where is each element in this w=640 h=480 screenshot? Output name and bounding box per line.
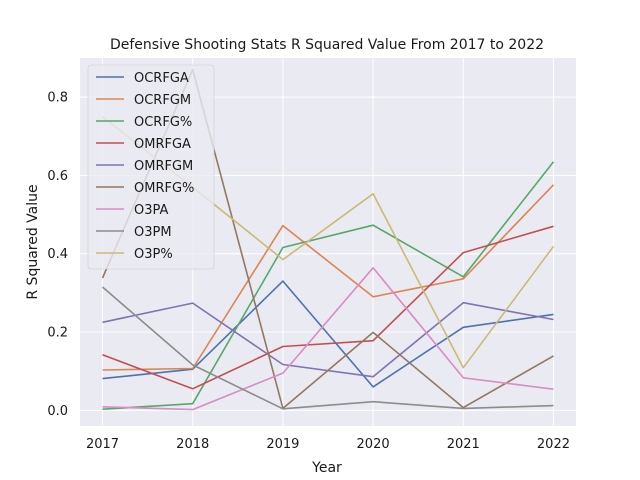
x-tick-labels: 2017 2018 2019 2020 2021 2022 <box>86 437 570 452</box>
series-line-ocrfga <box>102 280 554 388</box>
y-tick-labels: 0.0 0.2 0.4 0.6 0.8 <box>47 91 68 419</box>
series-line-ocrfgm <box>102 184 555 371</box>
series-lines <box>101 68 555 411</box>
x-axis-label: Year <box>311 460 342 476</box>
x-tick-label: 2017 <box>86 437 119 452</box>
legend-label-omrfgm: OMRFGM <box>134 159 193 174</box>
series-line-ocrfg-pct <box>102 161 555 410</box>
series-line-o3pa <box>102 266 554 411</box>
legend-label-ocrfg-pct: OCRFG% <box>134 115 192 130</box>
legend-label-o3p-pct: O3P% <box>134 247 173 262</box>
series-line-o3pm <box>101 286 554 410</box>
series-line-omrfga <box>102 225 554 390</box>
legend-label-ocrfga: OCRFGA <box>134 71 189 86</box>
legend-label-o3pa: O3PA <box>134 203 169 218</box>
y-axis-label: R Squared Value <box>25 184 41 299</box>
y-tick-label: 0.4 <box>47 247 68 262</box>
y-tick-label: 0.0 <box>47 404 68 419</box>
y-tick-label: 0.6 <box>47 169 68 184</box>
legend-box <box>87 64 215 270</box>
y-tick-label: 0.2 <box>47 326 68 341</box>
legend-label-o3pm: O3PM <box>134 225 172 240</box>
legend: OCRFGA OCRFGM OCRFG% OMRFGA OMRFGM OMRFG% O3PA… <box>87 64 215 270</box>
x-tick-label: 2021 <box>447 437 480 452</box>
legend-label-omrfg-pct: OMRFG% <box>134 181 194 196</box>
x-tick-label: 2018 <box>176 437 209 452</box>
x-tick-label: 2019 <box>266 437 299 452</box>
legend-label-omrfga: OMRFGA <box>134 137 191 152</box>
y-tick-label: 0.8 <box>47 91 68 106</box>
x-tick-label: 2020 <box>357 437 390 452</box>
legend-label-ocrfgm: OCRFGM <box>134 93 191 108</box>
chart-title: Defensive Shooting Stats R Squared Value… <box>110 37 544 53</box>
x-tick-label: 2022 <box>537 437 570 452</box>
